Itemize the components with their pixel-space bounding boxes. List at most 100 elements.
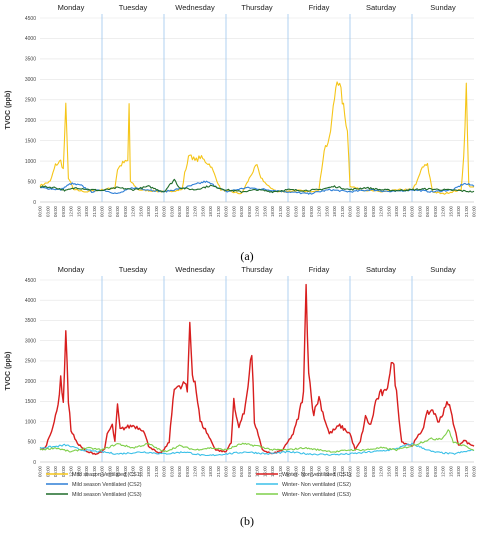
x-tick-label: 09:00 [185, 205, 190, 217]
x-tick-label: 09:00 [123, 205, 128, 217]
y-tick-label: 1500 [25, 399, 36, 405]
x-tick-label: 18:00 [84, 465, 89, 477]
x-tick-label: 12:00 [441, 205, 446, 217]
y-tick-label: 2000 [25, 118, 36, 124]
y-tick-label: 3000 [25, 338, 36, 344]
x-tick-label: 21:00 [154, 465, 159, 477]
x-tick-label: 03:00 [169, 205, 174, 217]
day-label: Friday [309, 3, 330, 12]
y-tick-label: 1000 [25, 159, 36, 165]
x-tick-label: 15:00 [76, 205, 81, 217]
x-tick-label: 03:00 [107, 465, 112, 477]
x-tick-label: 18:00 [84, 205, 89, 217]
x-tick-label: 06:00 [363, 465, 368, 477]
x-tick-label: 21:00 [154, 205, 159, 217]
x-tick-label: 15:00 [324, 205, 329, 217]
day-label: Saturday [366, 3, 396, 12]
x-tick-label: 12:00 [255, 465, 260, 477]
day-label: Sunday [430, 3, 456, 12]
x-tick-label: 12:00 [193, 465, 198, 477]
y-tick-label: 500 [28, 179, 37, 185]
x-tick-label: 12:00 [379, 205, 384, 217]
x-tick-label: 06:00 [115, 465, 120, 477]
x-tick-label: 09:00 [123, 465, 128, 477]
x-tick-label: 12:00 [317, 465, 322, 477]
x-tick-label: 00:00 [348, 205, 353, 217]
x-tick-label: 18:00 [270, 205, 275, 217]
x-tick-label: 06:00 [177, 205, 182, 217]
series-line [39, 283, 475, 456]
x-tick-label: 15:00 [76, 465, 81, 477]
x-tick-label: 15:00 [448, 465, 453, 477]
x-tick-label: 09:00 [247, 465, 252, 477]
y-tick-label: 4000 [25, 36, 36, 42]
y-tick-label: 4500 [25, 16, 36, 22]
day-label: Saturday [366, 265, 396, 274]
x-tick-label: 12:00 [317, 205, 322, 217]
x-tick-label: 03:00 [417, 465, 422, 477]
x-tick-label: 00:00 [472, 465, 477, 477]
legend-item: Winter- Non ventilated (CS1) [282, 472, 351, 478]
x-tick-label: 03:00 [45, 465, 50, 477]
series-line [40, 178, 475, 194]
x-tick-label: 15:00 [448, 205, 453, 217]
x-tick-label: 09:00 [433, 465, 438, 477]
x-tick-label: 12:00 [379, 465, 384, 477]
day-label: Tuesday [119, 265, 148, 274]
x-tick-label: 03:00 [231, 465, 236, 477]
x-tick-label: 09:00 [371, 205, 376, 217]
y-tick-label: 0 [33, 460, 36, 466]
x-tick-label: 06:00 [239, 205, 244, 217]
x-tick-label: 15:00 [200, 465, 205, 477]
y-tick-label: 3500 [25, 57, 36, 63]
y-tick-label: 3500 [25, 318, 36, 324]
x-tick-label: 09:00 [185, 465, 190, 477]
y-tick-label: 500 [28, 440, 37, 446]
x-tick-label: 03:00 [293, 465, 298, 477]
panel-label: (a) [240, 249, 253, 263]
x-tick-label: 00:00 [286, 465, 291, 477]
x-tick-label: 03:00 [355, 205, 360, 217]
x-tick-label: 12:00 [69, 205, 74, 217]
x-tick-label: 06:00 [301, 465, 306, 477]
x-tick-label: 18:00 [456, 205, 461, 217]
x-tick-label: 21:00 [464, 205, 469, 217]
x-tick-label: 15:00 [386, 205, 391, 217]
x-tick-label: 06:00 [239, 465, 244, 477]
x-tick-label: 12:00 [131, 205, 136, 217]
legend-item: Mild season Ventilated (CS2) [72, 482, 142, 488]
x-tick-label: 00:00 [224, 465, 229, 477]
x-tick-label: 21:00 [340, 465, 345, 477]
x-tick-label: 18:00 [146, 465, 151, 477]
x-tick-label: 18:00 [456, 465, 461, 477]
y-tick-label: 0 [33, 200, 36, 206]
x-tick-label: 00:00 [472, 205, 477, 217]
x-tick-label: 03:00 [355, 465, 360, 477]
y-tick-label: 3000 [25, 77, 36, 83]
x-tick-label: 18:00 [270, 465, 275, 477]
x-tick-label: 09:00 [61, 465, 66, 477]
series-line [39, 180, 475, 195]
x-tick-label: 00:00 [38, 465, 43, 477]
x-tick-label: 15:00 [386, 465, 391, 477]
legend-item: Mild season Ventilated (CS1) [72, 472, 142, 478]
x-tick-label: 18:00 [332, 465, 337, 477]
x-tick-label: 00:00 [224, 205, 229, 217]
day-label: Thursday [241, 3, 273, 12]
x-tick-label: 12:00 [441, 465, 446, 477]
x-tick-label: 12:00 [131, 465, 136, 477]
x-tick-label: 21:00 [464, 465, 469, 477]
x-tick-label: 06:00 [425, 465, 430, 477]
x-tick-label: 09:00 [61, 205, 66, 217]
x-tick-label: 00:00 [162, 465, 167, 477]
x-tick-label: 15:00 [200, 205, 205, 217]
x-tick-label: 21:00 [92, 205, 97, 217]
x-tick-label: 09:00 [309, 465, 314, 477]
x-tick-label: 21:00 [216, 465, 221, 477]
x-tick-label: 18:00 [332, 205, 337, 217]
day-label: Friday [309, 265, 330, 274]
y-tick-label: 2000 [25, 379, 36, 385]
y-tick-label: 1000 [25, 419, 36, 425]
x-tick-label: 06:00 [301, 205, 306, 217]
day-label: Monday [58, 265, 85, 274]
